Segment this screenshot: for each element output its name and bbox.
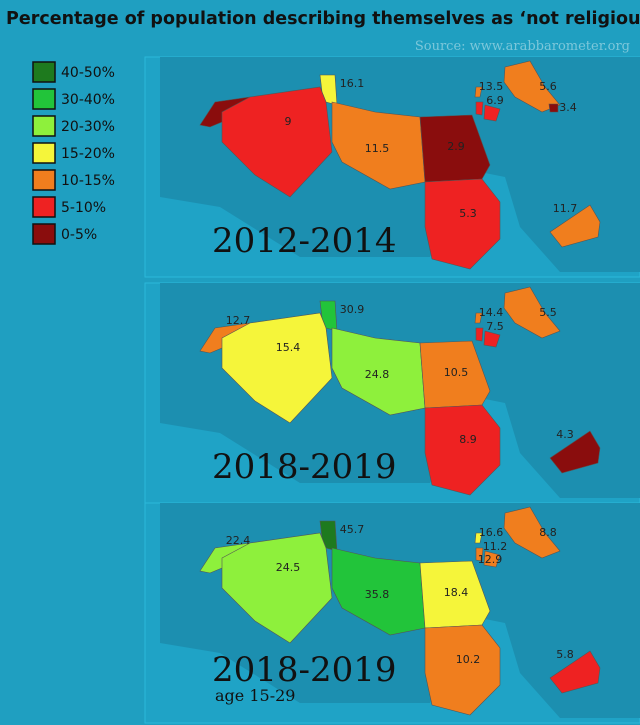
region-value: 13.5 xyxy=(479,80,504,93)
legend-label: 15-20% xyxy=(61,146,115,162)
region xyxy=(419,114,491,183)
legend-swatch xyxy=(32,142,56,164)
region-value: 11.5 xyxy=(365,142,390,155)
region xyxy=(483,550,501,568)
region-value: 16.6 xyxy=(479,526,504,539)
region-value: 24.8 xyxy=(365,368,390,381)
region xyxy=(503,506,561,559)
map-panel: 22.4 45.7 24.5 35.8 16.611.212.9 8.8 18.4 10.2 5… xyxy=(144,502,640,724)
legend-swatch xyxy=(32,88,56,110)
region-value: 9 xyxy=(285,115,292,128)
region xyxy=(221,86,333,198)
region xyxy=(474,86,483,98)
region-value: 18.4 xyxy=(444,586,469,599)
legend-label: 30-40% xyxy=(61,92,115,108)
region-value: 45.7 xyxy=(340,523,365,536)
region xyxy=(549,650,601,694)
region xyxy=(331,547,426,636)
region-value: 8.8 xyxy=(539,526,557,539)
legend-swatch xyxy=(32,196,56,218)
region xyxy=(331,327,426,416)
region xyxy=(483,104,501,122)
region-value: 15.4 xyxy=(276,341,301,354)
region-value: 2.9 xyxy=(447,140,465,153)
region xyxy=(503,286,561,339)
region-value: 5.3 xyxy=(459,207,477,220)
region xyxy=(475,101,484,116)
region-value: 22.4 xyxy=(226,534,251,547)
region-value: 7.5 xyxy=(486,320,504,333)
region xyxy=(419,340,491,409)
region xyxy=(424,624,501,716)
region-value: 24.5 xyxy=(276,561,301,574)
legend-swatch xyxy=(32,61,56,83)
legend-swatch xyxy=(32,223,56,245)
region-value: 8.9 xyxy=(459,433,477,446)
region xyxy=(419,560,491,629)
region-value: 35.8 xyxy=(365,588,390,601)
region-value: 11.2 xyxy=(483,540,508,553)
region-value: 10.5 xyxy=(444,366,469,379)
region-value: 10.2 xyxy=(456,653,481,666)
legend-swatch xyxy=(32,115,56,137)
legend-label: 10-15% xyxy=(61,173,115,189)
region xyxy=(221,312,333,424)
region-value: 5.8 xyxy=(556,648,574,661)
region xyxy=(331,101,426,190)
region-value: 3.4 xyxy=(559,101,577,114)
period-subtitle: age 15-29 xyxy=(215,686,295,705)
legend-label: 0-5% xyxy=(61,227,97,243)
legend-label: 20-30% xyxy=(61,119,115,135)
period: 2012-2014 xyxy=(212,221,397,261)
period: 2018-2019 xyxy=(212,650,397,690)
region-value: 16.1 xyxy=(340,77,365,90)
legend-label: 40-50% xyxy=(61,65,115,81)
region-value: 4.3 xyxy=(556,428,574,441)
legend-label: 5-10% xyxy=(61,200,106,216)
region-value: 14.4 xyxy=(479,306,504,319)
legend-swatch xyxy=(32,169,56,191)
region xyxy=(424,178,501,270)
title: Percentage of population describing them… xyxy=(6,9,640,29)
region-value: 12.7 xyxy=(226,314,251,327)
region-value: 5.5 xyxy=(539,306,557,319)
region xyxy=(548,103,559,113)
map-panel: 16.1 9 11.5 13.56.9 5.6 2.9 5.3 11.7 3.4 2012-201… xyxy=(144,56,640,278)
region xyxy=(474,532,483,544)
region-value: 5.6 xyxy=(539,80,557,93)
region-value: 6.9 xyxy=(486,94,504,107)
region xyxy=(483,330,501,348)
region-value: 11.7 xyxy=(553,202,578,215)
region xyxy=(549,430,601,474)
region-value: 12.9 xyxy=(478,553,503,566)
region xyxy=(221,532,333,644)
region-value: 30.9 xyxy=(340,303,365,316)
region xyxy=(475,327,484,342)
period: 2018-2019 xyxy=(212,447,397,487)
region xyxy=(549,204,601,248)
region xyxy=(474,312,483,324)
region xyxy=(424,404,501,496)
region xyxy=(475,547,484,562)
source: Source: www.arabbarometer.org xyxy=(415,39,630,54)
map-panel: 12.7 30.9 15.4 24.8 14.47.5 5.5 10.5 8.9 4.3 2018… xyxy=(144,282,640,504)
